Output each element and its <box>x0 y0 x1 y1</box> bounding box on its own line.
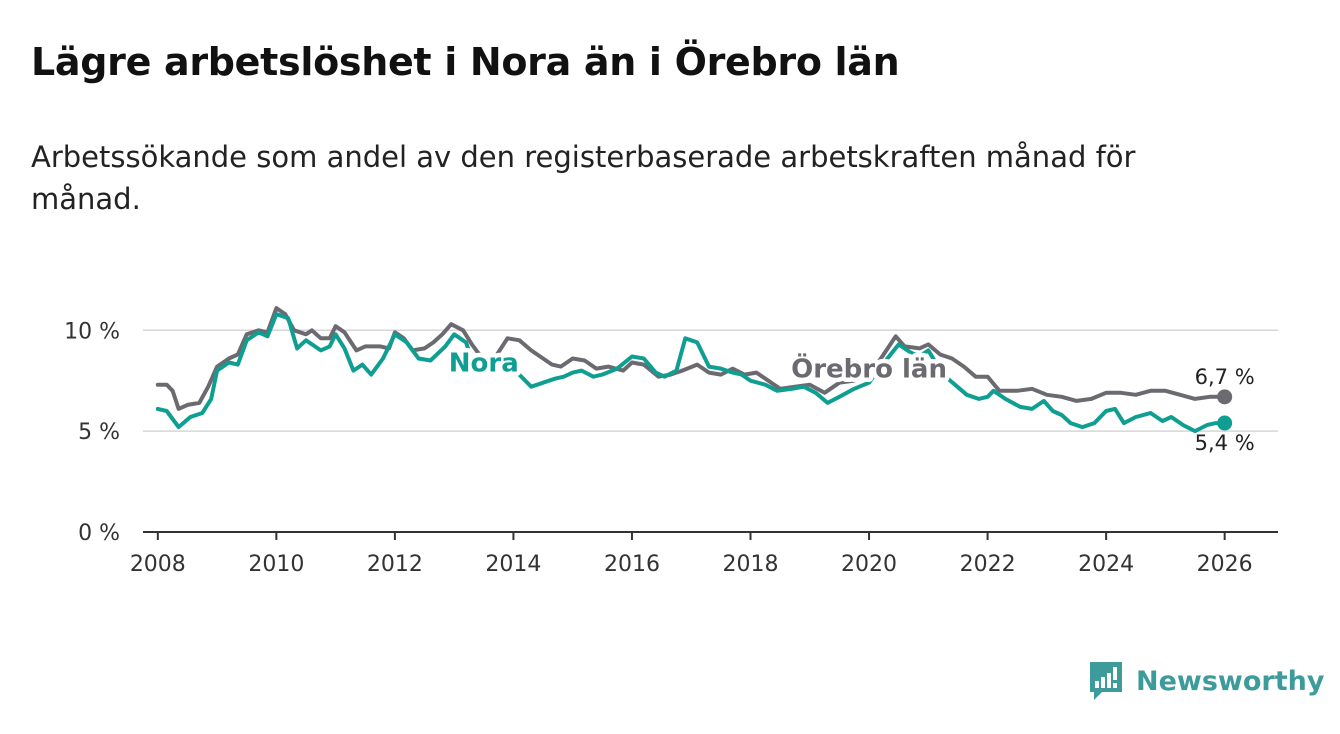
series-label: Nora <box>449 349 519 379</box>
newsworthy-logo-icon <box>1090 662 1122 700</box>
x-tick-label: 2014 <box>485 552 541 577</box>
series-label: Örebro län <box>791 352 947 385</box>
chart-title: Lägre arbetslöshet i Nora än i Örebro lä… <box>31 40 900 84</box>
series-line-0 <box>155 306 1227 411</box>
series-line-1 <box>155 312 1227 434</box>
series-label-halo: Nora <box>449 349 519 379</box>
x-tick-label: 2020 <box>841 552 897 577</box>
x-tick-label: 2018 <box>723 552 779 577</box>
x-tick-label: 2022 <box>960 552 1016 577</box>
brand-name: Newsworthy <box>1136 665 1325 697</box>
x-tick-label: 2012 <box>367 552 423 577</box>
y-tick-label: 5 % <box>78 420 120 445</box>
x-tick-label: 2008 <box>130 552 186 577</box>
end-dot-1 <box>1217 415 1233 431</box>
y-tick-label: 10 % <box>64 319 120 344</box>
x-tick-label: 2016 <box>604 552 660 577</box>
y-tick-label: 0 % <box>78 521 120 546</box>
x-tick-label: 2024 <box>1078 552 1134 577</box>
end-value-label: 5,4 % <box>1195 431 1255 455</box>
x-tick-label: 2010 <box>248 552 304 577</box>
brand-logo: Newsworthy <box>1088 660 1324 702</box>
end-value-label: 6,7 % <box>1195 365 1255 389</box>
series-label-halo: Örebro län <box>791 352 947 385</box>
chart-subtitle: Arbetssökande som andel av den registerb… <box>31 140 1136 216</box>
x-tick-label: 2026 <box>1197 552 1253 577</box>
end-dot-0 <box>1217 389 1233 405</box>
